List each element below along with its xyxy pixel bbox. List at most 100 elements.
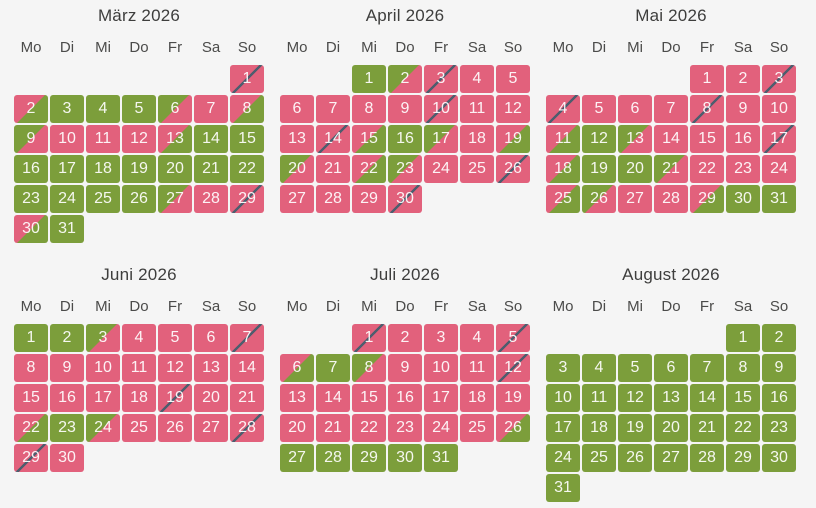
month-title: März 2026 — [97, 6, 181, 25]
day-cell-free: 10 — [546, 384, 580, 412]
day-cell-changeover: 1 — [352, 324, 386, 352]
day-cell-changeover: 5 — [496, 324, 530, 352]
day-cell-free: 5 — [122, 95, 156, 123]
day-cell-checkin: 13 — [618, 125, 652, 153]
weekday-label: Fr — [167, 298, 183, 315]
day-cell-booked: 12 — [122, 125, 156, 153]
day-cell-checkout: 2 — [14, 95, 48, 123]
day-cell-booked: 14 — [230, 354, 264, 382]
day-grid: 1 2 3 4 5 6 7 8 9 10 11 12 13 14 15 16 17 18 19 20 21 22 23 24 2… — [14, 65, 264, 243]
day-cell-booked: 11 — [460, 354, 494, 382]
day-cell-booked: 24 — [424, 414, 458, 442]
day-cell-free: 22 — [726, 414, 760, 442]
weekday-label: Di — [325, 39, 341, 56]
day-cell-changeover: 17 — [762, 125, 796, 153]
day-cell-booked: 14 — [316, 384, 350, 412]
weekday-label: Fr — [167, 39, 183, 56]
month-6: August 2026 Mo Di Mi Do Fr Sa So 1 2 3 4 5 6 7 8 9 10 11 12… — [546, 265, 796, 502]
day-cell-checkin: 8 — [352, 354, 386, 382]
day-cell-free: 30 — [388, 444, 422, 472]
day-cell-booked: 21 — [230, 384, 264, 412]
weekday-row: Mo Di Mi Do Fr Sa So — [14, 39, 264, 56]
day-cell-changeover: 14 — [316, 125, 350, 153]
day-cell-booked: 21 — [316, 414, 350, 442]
day-cell-changeover: 8 — [690, 95, 724, 123]
day-cell-free: 16 — [14, 155, 48, 183]
day-cell-changeover: 28 — [230, 414, 264, 442]
day-cell-booked: 9 — [50, 354, 84, 382]
day-cell-checkin: 6 — [158, 95, 192, 123]
weekday-label: Mo — [552, 298, 574, 315]
day-cell-checkout: 18 — [546, 155, 580, 183]
day-cell-checkin: 3 — [86, 324, 120, 352]
day-cell-free: 20 — [618, 155, 652, 183]
day-cell-free: 2 — [762, 324, 796, 352]
day-cell-booked: 20 — [194, 384, 228, 412]
day-cell-booked: 7 — [654, 95, 688, 123]
day-cell-checkout: 29 — [690, 185, 724, 213]
day-cell-booked: 17 — [424, 384, 458, 412]
day-cell-checkin: 9 — [14, 125, 48, 153]
day-cell-booked: 30 — [50, 444, 84, 472]
weekday-label: Mo — [20, 298, 42, 315]
day-cell-free: 28 — [316, 444, 350, 472]
day-grid: 1 2 3 4 5 6 7 8 9 10 11 12 13 14 15 16 17 18 19 20 21 22 23 24 2… — [546, 324, 796, 502]
day-cell-booked: 12 — [158, 354, 192, 382]
day-cell-checkout: 25 — [546, 185, 580, 213]
day-cell-booked: 2 — [388, 324, 422, 352]
day-cell-free: 3 — [50, 95, 84, 123]
day-cell-free: 15 — [726, 384, 760, 412]
weekday-label: Sa — [733, 298, 753, 315]
weekday-label: Mi — [361, 298, 377, 315]
day-cell-checkout: 30 — [14, 215, 48, 243]
day-cell-booked: 27 — [194, 414, 228, 442]
day-cell-booked: 4 — [460, 324, 494, 352]
day-cell-checkin: 21 — [654, 155, 688, 183]
day-cell-free: 11 — [582, 384, 616, 412]
weekday-label: Fr — [433, 298, 449, 315]
day-cell-booked: 7 — [316, 95, 350, 123]
day-cell-booked: 3 — [424, 324, 458, 352]
day-cell-free: 6 — [654, 354, 688, 382]
weekday-label: Mi — [627, 298, 643, 315]
day-cell-booked: 13 — [280, 384, 314, 412]
day-cell-booked: 26 — [158, 414, 192, 442]
day-cell-checkout: 6 — [280, 354, 314, 382]
month-1: März 2026 Mo Di Mi Do Fr Sa So 1 2 3 4 5 6 7 8 9 10 11 12 13… — [14, 6, 264, 243]
day-cell-free: 23 — [762, 414, 796, 442]
day-cell-free: 25 — [582, 444, 616, 472]
weekday-label: So — [237, 39, 257, 56]
weekday-label: Sa — [467, 39, 487, 56]
day-cell-free: 21 — [194, 155, 228, 183]
day-cell-free: 29 — [352, 444, 386, 472]
day-cell-changeover: 12 — [496, 354, 530, 382]
weekday-row: Mo Di Mi Do Fr Sa So — [546, 298, 796, 315]
day-cell-booked: 22 — [690, 155, 724, 183]
day-cell-booked: 13 — [194, 354, 228, 382]
day-cell-checkin: 2 — [388, 65, 422, 93]
day-cell-free: 1 — [352, 65, 386, 93]
day-cell-booked: 16 — [726, 125, 760, 153]
day-cell-free: 31 — [424, 444, 458, 472]
day-cell-changeover: 1 — [230, 65, 264, 93]
weekday-label: Mo — [552, 39, 574, 56]
weekday-label: Sa — [467, 298, 487, 315]
day-cell-free: 16 — [762, 384, 796, 412]
weekday-label: Sa — [201, 298, 221, 315]
day-cell-free: 29 — [726, 444, 760, 472]
day-cell-booked: 5 — [158, 324, 192, 352]
weekday-label: Mo — [20, 39, 42, 56]
day-cell-booked: 18 — [460, 384, 494, 412]
weekday-label: Mi — [95, 39, 111, 56]
day-cell-booked: 9 — [726, 95, 760, 123]
day-cell-booked: 9 — [388, 354, 422, 382]
day-cell-checkout: 19 — [496, 125, 530, 153]
day-cell-checkin: 20 — [280, 155, 314, 183]
weekday-label: So — [503, 39, 523, 56]
weekday-label: Di — [59, 39, 75, 56]
day-cell-booked: 15 — [690, 125, 724, 153]
weekday-label: Di — [591, 39, 607, 56]
day-cell-booked: 6 — [280, 95, 314, 123]
day-cell-free: 18 — [86, 155, 120, 183]
